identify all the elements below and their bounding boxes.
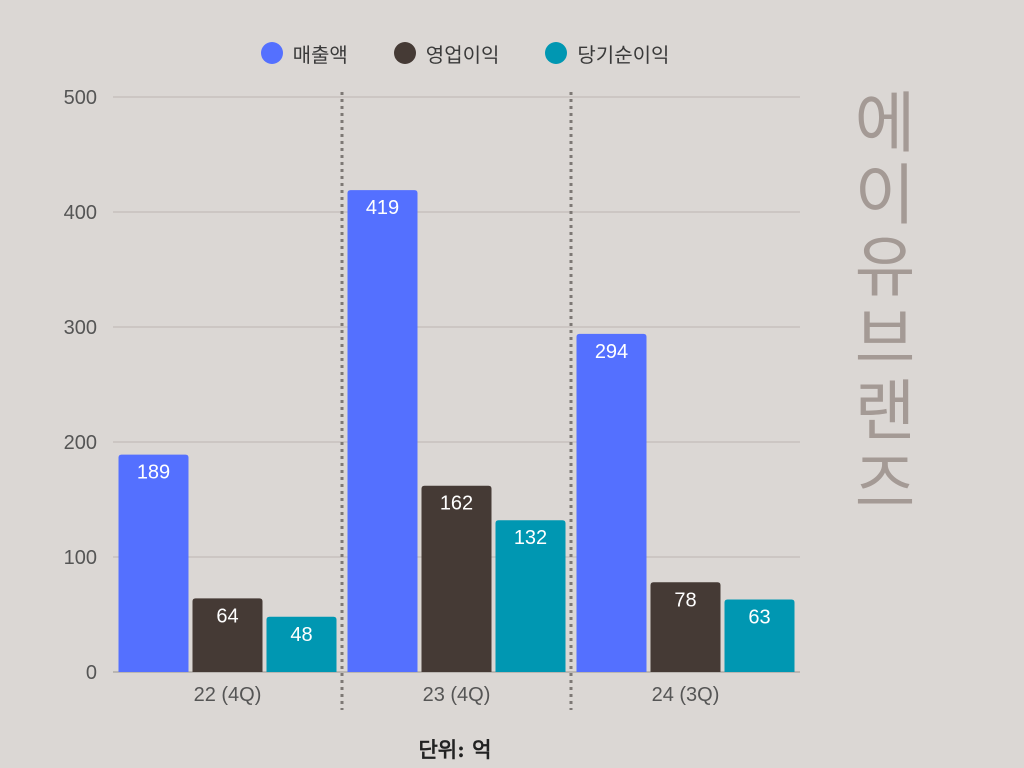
legend-swatch-revenue — [260, 42, 283, 64]
legend-item-net-income: 당기순이익 — [545, 39, 669, 68]
chart-legend: 매출액 영업이익 당기순이익 — [0, 36, 1024, 70]
legend-label-revenue: 매출액 — [292, 42, 348, 67]
bar-value-label: 63 — [748, 607, 770, 629]
y-tick-label: 200 — [64, 432, 97, 454]
bar-value-label: 419 — [366, 197, 399, 219]
x-tick-label: 23 (4Q) — [423, 684, 491, 706]
y-tick-label: 0 — [86, 662, 97, 684]
legend-item-operating-profit: 영업이익 — [393, 39, 500, 68]
bar-value-label: 162 — [440, 493, 473, 515]
bar-value-label: 189 — [137, 462, 170, 484]
legend-swatch-net-income — [545, 42, 568, 64]
x-tick-label: 22 (4Q) — [194, 684, 262, 706]
bar-value-label: 294 — [595, 341, 628, 363]
bar-value-label: 132 — [514, 527, 547, 549]
bar — [724, 599, 795, 672]
legend-label-net-income: 당기순이익 — [577, 42, 670, 67]
legend-label-operating-profit: 영업이익 — [425, 42, 500, 67]
y-tick-label: 400 — [64, 202, 97, 224]
bar — [495, 520, 566, 672]
bar — [650, 582, 721, 672]
y-tick-label: 300 — [64, 317, 97, 339]
unit-label: 단위: 억 — [418, 737, 492, 762]
legend-swatch-operating-profit — [393, 42, 416, 64]
bar — [347, 190, 418, 672]
bar-value-label: 64 — [216, 605, 238, 627]
bar — [192, 598, 263, 672]
brand-name: 에이유브랜즈 — [854, 85, 916, 522]
bar — [118, 454, 189, 672]
bar-value-label: 78 — [674, 589, 696, 611]
bar — [266, 616, 337, 672]
legend-item-revenue: 매출액 — [260, 39, 348, 68]
bar — [576, 333, 647, 672]
x-tick-label: 24 (3Q) — [652, 684, 720, 706]
y-tick-label: 500 — [64, 87, 97, 109]
bar — [421, 485, 492, 672]
bar-value-label: 48 — [290, 624, 312, 646]
y-tick-label: 100 — [64, 547, 97, 569]
